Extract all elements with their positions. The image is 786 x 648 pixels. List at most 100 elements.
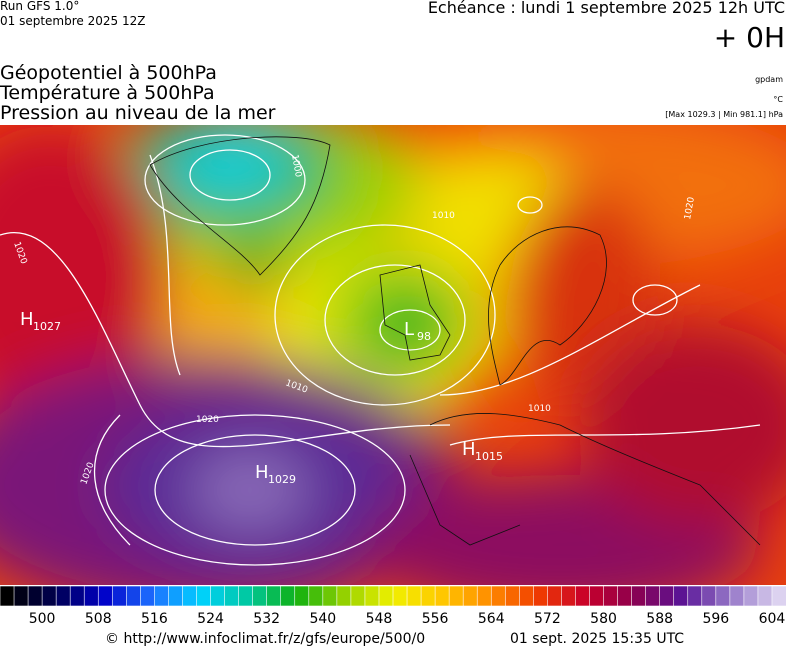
color-swatch: [462, 586, 479, 607]
color-swatch: [55, 586, 71, 607]
color-swatch: [69, 586, 86, 607]
colorbar-tick-label: 604: [759, 611, 786, 626]
layer: Température à 500hPa: [0, 82, 215, 104]
colorbar-tick-label: 596: [702, 611, 729, 626]
isobar-label: 1010: [432, 211, 455, 221]
color-swatch: [210, 586, 226, 607]
color-swatch: [645, 586, 661, 607]
color-swatch: [476, 586, 493, 607]
color-swatch: [83, 586, 100, 607]
generated-time: 01 sept. 2025 15:35 UTC: [510, 631, 685, 647]
color-swatch: [182, 586, 198, 607]
color-swatch: [729, 586, 745, 607]
colorbar-tick-label: 500: [29, 611, 56, 626]
layer: Géopotentiel à 500hPa: [0, 62, 217, 84]
colorbar-tick-label: 508: [85, 611, 112, 626]
color-swatch: [27, 586, 43, 607]
color-swatch: [420, 586, 436, 607]
color-swatch: [673, 586, 689, 607]
color-swatch: [224, 586, 240, 607]
color-swatch: [659, 586, 675, 607]
colorbar-tick-label: 580: [590, 611, 617, 626]
offset: + 0H: [713, 21, 785, 54]
color-swatch: [294, 586, 310, 607]
color-swatch: [533, 586, 549, 607]
run: Run GFS 1.0°: [0, 0, 80, 13]
colorbar-tick-label: 540: [309, 611, 336, 626]
isobars: [0, 134, 761, 566]
forecast: Echéance : lundi 1 septembre 2025 12h UT…: [427, 0, 785, 17]
color-swatch: [631, 586, 647, 607]
color-swatch: [308, 586, 324, 607]
center-letter: H: [255, 462, 269, 483]
source-url[interactable]: © http://www.infoclimat.fr/z/gfs/europe/…: [105, 631, 426, 647]
color-swatch: [589, 586, 605, 607]
color-swatch: [238, 586, 254, 607]
color-swatch: [448, 586, 464, 607]
color-swatch: [364, 586, 380, 607]
color-swatch: [154, 586, 170, 607]
color-swatch: [701, 586, 717, 607]
color-swatch: [350, 586, 366, 607]
unit: [Max 1029.3 | Min 981.1] hPa: [665, 110, 783, 119]
center-letter: H: [20, 309, 34, 330]
colorbar: 500 508 516 524 532 540 548 556 564 572 580 588 596 6…: [0, 586, 786, 626]
color-swatch: [196, 586, 212, 607]
color-swatch: [41, 586, 57, 607]
coastlines: [149, 136, 761, 546]
color-swatch: [575, 586, 591, 607]
unit: °C: [773, 95, 783, 104]
run-date: 01 septembre 2025 12Z: [0, 14, 146, 28]
color-swatch: [322, 586, 338, 607]
color-swatch: [126, 586, 142, 607]
color-swatch: [547, 586, 563, 607]
color-swatch: [504, 586, 521, 607]
color-swatch: [168, 586, 184, 607]
colorbar-tick-label: 564: [478, 611, 505, 626]
color-swatch: [13, 586, 29, 607]
isobar-label: 1020: [196, 415, 219, 425]
colorbar-tick-label: 588: [646, 611, 673, 626]
color-swatch: [97, 586, 114, 607]
colorbar-tick-label: 516: [141, 611, 168, 626]
color-swatch: [280, 586, 296, 607]
color-swatch: [743, 586, 759, 607]
color-swatch: [757, 586, 773, 607]
color-swatch: [336, 586, 352, 607]
center-letter: H: [462, 439, 476, 460]
center-value: 98: [417, 330, 431, 343]
color-swatch: [252, 586, 268, 607]
color-swatch: [392, 586, 408, 607]
center-letter: L: [404, 319, 414, 340]
colorbar-tick-label: 556: [422, 611, 449, 626]
color-swatch: [519, 586, 535, 607]
colorbar-tick-label: 548: [366, 611, 393, 626]
isobar-label: 1010: [528, 404, 551, 414]
color-swatch: [140, 586, 156, 607]
center-value: 1029: [268, 473, 296, 486]
color-swatch: [715, 586, 731, 607]
color-swatch: [0, 586, 15, 607]
color-swatch: [111, 586, 128, 607]
unit: gpdam: [755, 75, 783, 84]
color-swatch: [266, 586, 282, 607]
color-swatch: [490, 586, 507, 607]
color-swatch: [561, 586, 577, 607]
layer: Pression au niveau de la mer: [0, 102, 276, 124]
isobar-label: 1000: [289, 154, 303, 179]
center-value: 1027: [33, 320, 61, 333]
color-swatch: [617, 586, 633, 607]
color-swatch: [378, 586, 394, 607]
color-swatch: [434, 586, 450, 607]
color-swatch: [406, 586, 422, 607]
color-swatch: [771, 586, 786, 607]
colorbar-tick-label: 524: [197, 611, 224, 626]
colorbar-tick-label: 532: [253, 611, 280, 626]
isobar-label: 1020: [683, 196, 697, 221]
field: [0, 125, 786, 585]
center-value: 1015: [475, 450, 503, 463]
colorbar-tick-label: 572: [534, 611, 561, 626]
color-swatch: [687, 586, 703, 607]
